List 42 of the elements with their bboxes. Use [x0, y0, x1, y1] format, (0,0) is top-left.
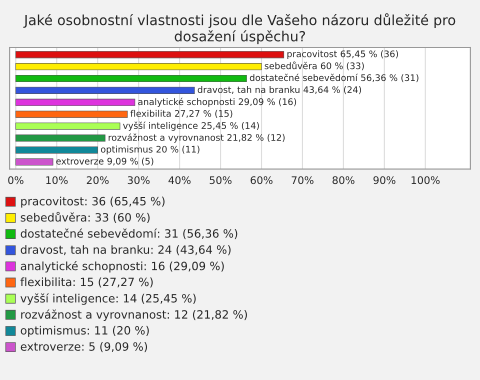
text: extroverze: 5 (9,09 %) [20, 342, 148, 352]
x-tick-label: 60% [250, 176, 273, 184]
text: flexibilita: 15 (27,27 %) [20, 277, 153, 288]
data-label: rozvážnost a vyrovnanost 21,82 % (12) [108, 134, 285, 143]
data-label: dravost, tah na branku 43,64 % (24) [198, 86, 362, 94]
text: optimismus: 11 (20 %) [20, 326, 149, 337]
data-label: vyšší inteligence 25,45 % (14) [123, 122, 259, 131]
bar [15, 63, 262, 70]
text: sebedůvěra: 33 (60 %) [20, 212, 150, 224]
x-tick-label: 40% [168, 176, 191, 184]
x-tick-label: 80% [332, 176, 354, 184]
bar [15, 110, 128, 118]
bar [15, 134, 106, 142]
x-tick-label: 20% [86, 176, 109, 184]
text: dostatečné sebevědomí: 31 (56,36 %) [20, 228, 238, 240]
data-label: analytické schopnosti 29,09 % (16) [138, 98, 296, 107]
text: pracovitost: 36 (65,45 %) [21, 196, 165, 208]
data-label: dostatečné sebevědomí 56,36 % (31) [250, 74, 418, 82]
x-tick-label: 90% [373, 176, 396, 184]
bar [15, 86, 195, 94]
text: vyšší inteligence: 14 (25,45 %) [20, 293, 196, 305]
data-label: pracovitost 65,45 % (36) [287, 50, 398, 60]
bar [15, 158, 54, 166]
data-label: sebedůvěra 60 % (33) [264, 61, 364, 70]
x-tick-label: 30% [128, 176, 150, 184]
text: rozvážnost a vyrovnanost: 12 (21,82 %) [21, 309, 247, 321]
text: analytické schopnosti: 16 (29,09 %) [20, 261, 224, 272]
data-label: flexibilita 27,27 % (15) [130, 110, 232, 118]
bar [15, 51, 284, 58]
x-tick-label: 100% [412, 176, 440, 184]
chart-title: Jaké osobnostní vlastnosti jsou dle Vašeho názoru důležité pro dosažení úspěchu? [23, 13, 456, 44]
x-tick-label: 50% [210, 176, 232, 184]
bar [15, 146, 98, 154]
bar [15, 98, 136, 106]
x-tick-label: 10% [46, 176, 68, 184]
x-tick-label: 0% [8, 176, 24, 184]
data-label: extroverze 9,09 % (5) [56, 158, 154, 166]
data-label: optimismus 20 % (11) [100, 146, 200, 154]
text: dravost, tah na branku: 24 (43,64 %) [20, 245, 231, 256]
bar [15, 122, 120, 130]
bar [15, 74, 247, 82]
x-tick-label: 70% [292, 176, 314, 184]
